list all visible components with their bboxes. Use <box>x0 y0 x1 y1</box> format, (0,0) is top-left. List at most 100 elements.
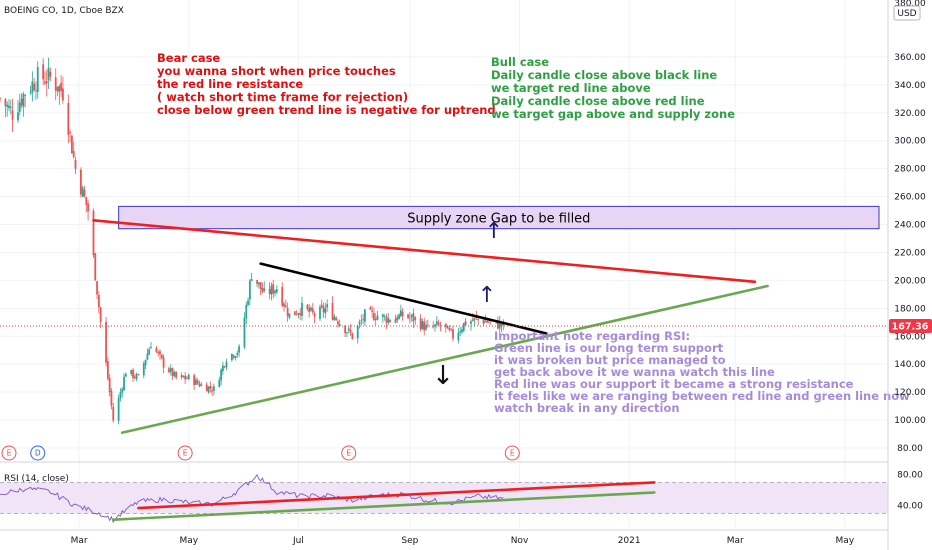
candle-body <box>369 307 372 310</box>
event-badge-label: E <box>510 449 515 458</box>
rsi-lines <box>0 474 656 524</box>
currency-badge[interactable] <box>893 5 921 21</box>
rsi-note-line-2: Green line is our long term support <box>494 341 724 355</box>
candle-body <box>234 356 237 359</box>
supply-zone[interactable] <box>118 205 880 230</box>
candle-body <box>230 353 233 361</box>
candle-body <box>347 328 350 331</box>
candle-body <box>49 71 52 77</box>
price-tick-label: 340.00 <box>894 81 926 91</box>
candle-body <box>45 81 48 84</box>
candle-body <box>54 77 57 91</box>
arrow-down-breakdown-icon: ↓ <box>432 361 454 391</box>
candle-body <box>8 105 10 109</box>
candle-body <box>159 351 161 355</box>
earnings-badge <box>177 445 193 461</box>
price-tick-label: 280.00 <box>894 165 926 175</box>
bear-line-1: Bear case <box>157 51 220 65</box>
candle-body <box>17 112 19 121</box>
candle-body <box>58 85 61 92</box>
candle-body <box>372 313 375 321</box>
candle-body <box>42 64 45 80</box>
price-tick-label: 240.00 <box>894 221 926 231</box>
bull-line-3: we target red line above <box>491 81 651 95</box>
candle-body <box>477 318 480 320</box>
candle-body <box>414 317 417 320</box>
candle-body <box>148 349 151 355</box>
candle-body <box>155 348 158 352</box>
symbol-title[interactable]: BOEING CO, 1D, Cboe BZX <box>4 6 124 16</box>
candle-body <box>193 375 196 386</box>
time-tick-label: May <box>179 536 198 546</box>
candle-body <box>398 314 400 319</box>
candle-body <box>301 302 303 316</box>
candle-body <box>94 253 97 281</box>
candle-body <box>92 210 95 256</box>
candle-body <box>344 325 347 334</box>
candle-body <box>162 357 165 368</box>
candle-body <box>150 347 152 349</box>
candle-body <box>119 392 122 399</box>
candle-body <box>256 280 258 284</box>
price-scale[interactable]: 360.00 340.00 320.00 300.00 280.00 260.00 240.… <box>894 53 926 454</box>
candle-body <box>452 329 454 339</box>
rsi-title[interactable]: RSI (14, close) <box>4 474 69 484</box>
candle-body <box>419 318 422 330</box>
candle-body <box>248 280 251 300</box>
price-tick-label: 300.00 <box>894 137 926 147</box>
candle-body <box>459 331 462 333</box>
event-badge-label: D <box>35 449 41 458</box>
candle-body <box>432 326 435 328</box>
time-axis[interactable]: Mar May Jul Sep Nov 2021 Mar May <box>71 536 855 546</box>
candle-body <box>284 305 287 308</box>
candle-body <box>71 135 73 154</box>
price-tick-label: 140.00 <box>894 360 926 370</box>
candle-body <box>293 311 296 315</box>
candle-body <box>444 323 447 328</box>
time-tick-label: Mar <box>71 536 88 546</box>
candle-body <box>423 321 426 331</box>
earnings-badge <box>1 445 17 461</box>
candle-body <box>484 320 487 323</box>
price-tick-label: 120.00 <box>894 388 926 398</box>
candle-body <box>85 196 88 205</box>
candle-body <box>333 316 336 321</box>
candle-body <box>488 321 490 323</box>
candle-body <box>281 286 284 306</box>
candle-body <box>11 110 14 120</box>
candle-body <box>385 316 388 323</box>
rsi-band <box>0 482 888 514</box>
currency-label: USD <box>897 9 916 19</box>
candle-body <box>408 317 411 319</box>
rsi-scale[interactable]: 80.00 40.00 <box>897 471 923 512</box>
candle-body <box>338 324 341 327</box>
candle-body <box>205 384 208 392</box>
candle-body <box>96 281 98 295</box>
last-price-label: 167.36 <box>892 321 929 332</box>
candle-body <box>81 187 84 197</box>
candle-body <box>306 304 309 309</box>
candle-body <box>297 313 300 315</box>
candle-body <box>33 83 36 91</box>
candle-body <box>497 321 499 329</box>
candle-body <box>186 378 188 379</box>
candle-body <box>410 314 413 317</box>
candle-body <box>195 379 197 385</box>
candle-body <box>362 318 365 320</box>
candle-body <box>288 313 291 318</box>
candle-body <box>374 318 377 320</box>
candle-body <box>221 365 224 371</box>
candle-body <box>182 375 185 378</box>
rsi-note-line-7: watch break in any direction <box>494 401 680 415</box>
candle-body <box>439 324 442 326</box>
candle-body <box>412 313 415 322</box>
candle-body <box>99 307 102 322</box>
time-tick-label: May <box>836 536 855 546</box>
candle-body <box>461 329 463 333</box>
candle-body <box>157 351 160 353</box>
time-tick-label: 2021 <box>618 536 641 546</box>
candle-body <box>272 284 275 294</box>
price-tick-label: 80.00 <box>897 444 923 454</box>
bull-line-2: Daily candle close above black line <box>491 68 717 82</box>
earnings-badge <box>504 445 520 461</box>
